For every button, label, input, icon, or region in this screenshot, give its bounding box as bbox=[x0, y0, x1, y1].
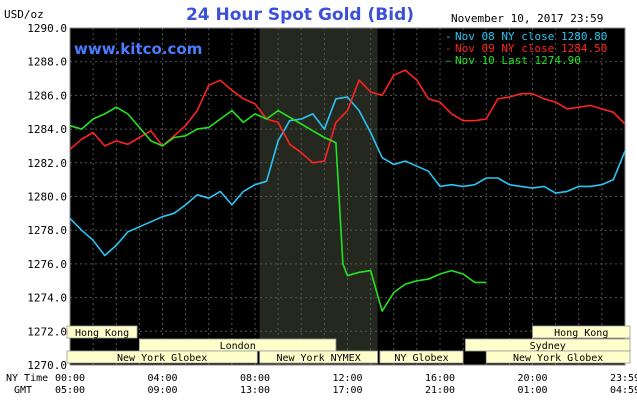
x-tick-label-ny: 08:00 bbox=[240, 373, 270, 384]
x-tick-label-ny: 16:00 bbox=[425, 373, 455, 384]
legend-entry-nov09: Nov 09 NY close 1284.50 bbox=[455, 42, 607, 55]
legend-entry-nov08: Nov 08 NY close 1280.80 bbox=[455, 30, 607, 43]
legend: - Nov 08 NY close 1280.80 - Nov 09 NY cl… bbox=[445, 30, 607, 67]
x-tick-label-ny: 20:00 bbox=[517, 373, 547, 384]
market-band bbox=[66, 350, 258, 364]
chart-title: 24 Hour Spot Gold (Bid) bbox=[186, 5, 414, 25]
series-line-2 bbox=[69, 106, 487, 312]
x-tick-label-gmt: 17:00 bbox=[332, 385, 362, 396]
legend-marker-nov08: - bbox=[445, 30, 452, 43]
market-band bbox=[532, 325, 631, 339]
y-tick-label: 1274.0 bbox=[27, 292, 67, 305]
y-tick-label: 1272.0 bbox=[27, 325, 67, 338]
x-tick-label-gmt: 05:00 bbox=[55, 385, 85, 396]
market-band bbox=[485, 350, 631, 364]
y-tick-label: 1288.0 bbox=[27, 56, 67, 69]
x-tick-label-gmt: 21:00 bbox=[425, 385, 455, 396]
y-tick-label: 1270.0 bbox=[27, 359, 67, 372]
x-tick-label-ny: 23:59 bbox=[610, 373, 637, 384]
x-tick-label-ny: 00:00 bbox=[55, 373, 85, 384]
x-tick-label-ny: 04:00 bbox=[147, 373, 177, 384]
market-band bbox=[66, 325, 138, 339]
x-tick-label-gmt: 01:00 bbox=[517, 385, 547, 396]
y-tick-label: 1282.0 bbox=[27, 157, 67, 170]
ny-time-row-label: NY Time bbox=[6, 373, 48, 384]
market-band-label: NY Globex bbox=[394, 353, 448, 364]
nymex-session-shade bbox=[259, 28, 378, 365]
plot-area-group bbox=[69, 27, 626, 366]
y-tick-label: 1286.0 bbox=[27, 89, 67, 102]
market-band bbox=[259, 350, 378, 364]
market-band-label: London bbox=[220, 341, 256, 352]
legend-marker-nov10: - bbox=[445, 54, 452, 67]
y-tick-label: 1284.0 bbox=[27, 123, 67, 136]
market-band-label: Hong Kong bbox=[75, 328, 129, 339]
y-tick-label: 1276.0 bbox=[27, 258, 67, 271]
y-tick-labels: 1290.0 1288.0 1286.0 1284.0 1282.0 1280.0 1278… bbox=[27, 22, 67, 372]
market-band-label: Hong Kong bbox=[554, 328, 608, 339]
x-tick-label-gmt: 04:59 bbox=[610, 385, 637, 396]
market-band-label: New York Globex bbox=[513, 353, 603, 364]
y-tick-label: 1280.0 bbox=[27, 191, 67, 204]
y-tick-label: 1278.0 bbox=[27, 224, 67, 237]
site-watermark: www.kitco.com bbox=[74, 40, 202, 58]
series-line-0 bbox=[69, 96, 626, 257]
market-band-label: New York NYMEX bbox=[276, 353, 360, 364]
legend-entry-nov10: Nov 10 Last 1274.90 bbox=[455, 54, 581, 67]
x-tick-label-gmt: 09:00 bbox=[147, 385, 177, 396]
market-band-label: New York Globex bbox=[117, 353, 207, 364]
x-tick-label-gmt: 13:00 bbox=[240, 385, 270, 396]
y-axis-label: USD/oz bbox=[4, 8, 44, 21]
x-tick-label-ny: 12:00 bbox=[332, 373, 362, 384]
market-band-label: Sydney bbox=[530, 341, 566, 352]
gmt-row-label: GMT bbox=[14, 385, 32, 396]
series-lines-group bbox=[69, 69, 626, 312]
legend-marker-nov09: - bbox=[445, 42, 452, 55]
y-tick-label: 1290.0 bbox=[27, 22, 67, 35]
market-band bbox=[379, 350, 464, 364]
plot-border bbox=[69, 27, 626, 366]
chart-date: November 10, 2017 23:59 bbox=[451, 12, 603, 25]
